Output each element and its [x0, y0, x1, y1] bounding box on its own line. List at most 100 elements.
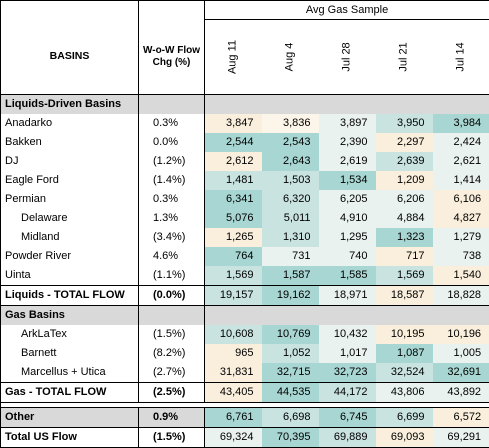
flow-value: 44,172: [319, 383, 376, 403]
flow-value: 44,535: [262, 383, 319, 403]
date-label: Jul 14: [451, 42, 470, 71]
wow-change: (8.2%): [139, 344, 205, 363]
basins-column-header: BASINS: [1, 20, 139, 95]
flow-value: 4,827: [433, 209, 489, 228]
basin-name: Marcellus + Utica: [1, 363, 139, 383]
flow-value: 43,405: [205, 383, 262, 403]
flow-value: 6,699: [376, 408, 433, 428]
flow-value: 6,206: [376, 190, 433, 209]
basin-name: DJ: [1, 152, 139, 171]
wow-change: 0.3%: [139, 190, 205, 209]
wow-change: 0.0%: [139, 133, 205, 152]
wow-change: (1.4%): [139, 171, 205, 190]
date-column-header: Jul 14: [433, 20, 489, 95]
avg-gas-sample-title: Avg Gas Sample: [205, 1, 489, 20]
flow-value: 10,195: [376, 325, 433, 344]
basin-name: Eagle Ford: [1, 171, 139, 190]
wow-change: 1.3%: [139, 209, 205, 228]
flow-value: 69,324: [205, 428, 262, 448]
flow-value: 2,639: [376, 152, 433, 171]
flow-value: 6,320: [262, 190, 319, 209]
flow-value: 764: [205, 247, 262, 266]
header-spacer: [139, 1, 205, 20]
flow-value: 18,587: [376, 286, 433, 306]
flow-value: 70,395: [262, 428, 319, 448]
header-spacer: [1, 1, 139, 20]
flow-value: 18,971: [319, 286, 376, 306]
flow-value: 10,196: [433, 325, 489, 344]
flow-value: 2,297: [376, 133, 433, 152]
wow-change: 0.9%: [139, 408, 205, 428]
flow-value: 2,543: [262, 133, 319, 152]
flow-value: 19,157: [205, 286, 262, 306]
basin-name: Powder River: [1, 247, 139, 266]
flow-value: 10,608: [205, 325, 262, 344]
flow-value: 1,587: [262, 266, 319, 286]
flow-value: 2,621: [433, 152, 489, 171]
section-title: Liquids-Driven Basins: [1, 95, 139, 115]
basin-name: Anadarko: [1, 114, 139, 133]
flow-value: 6,745: [319, 408, 376, 428]
flow-value: 10,769: [262, 325, 319, 344]
flow-value: 6,698: [262, 408, 319, 428]
wow-change-column-header: W-o-W Flow Chg (%): [139, 20, 205, 95]
section-header-row: Liquids-Driven Basins: [1, 95, 489, 115]
date-column-header: Jul 21: [376, 20, 433, 95]
flow-value: 2,424: [433, 133, 489, 152]
flow-value: 1,087: [376, 344, 433, 363]
section-fill: [205, 306, 489, 326]
flow-value: 1,323: [376, 228, 433, 247]
flow-value: 5,076: [205, 209, 262, 228]
basin-name: Other: [1, 408, 139, 428]
flow-value: 4,910: [319, 209, 376, 228]
flow-value: 32,723: [319, 363, 376, 383]
flow-value: 2,390: [319, 133, 376, 152]
flow-value: 2,643: [262, 152, 319, 171]
date-column-header: Aug 4: [262, 20, 319, 95]
date-column-header: Aug 11: [205, 20, 262, 95]
basin-name: Gas - TOTAL FLOW: [1, 383, 139, 403]
flow-value: 731: [262, 247, 319, 266]
flow-value: 1,209: [376, 171, 433, 190]
flow-value: 6,572: [433, 408, 489, 428]
wow-change: (0.0%): [139, 286, 205, 306]
flow-value: 1,265: [205, 228, 262, 247]
flow-value: 1,310: [262, 228, 319, 247]
flow-value: 2,619: [319, 152, 376, 171]
date-label: Jul 28: [338, 42, 357, 71]
basin-name: Permian: [1, 190, 139, 209]
date-label: Jul 21: [395, 42, 414, 71]
flow-value: 3,836: [262, 114, 319, 133]
wow-change: (1.5%): [139, 325, 205, 344]
flow-value: 1,534: [319, 171, 376, 190]
flow-value: 18,828: [433, 286, 489, 306]
date-label: Aug 11: [224, 40, 243, 74]
flow-value: 965: [205, 344, 262, 363]
wow-change: 4.6%: [139, 247, 205, 266]
flow-value: 3,984: [433, 114, 489, 133]
flow-value: 6,106: [433, 190, 489, 209]
section-fill: [205, 95, 489, 115]
flow-value: 4,884: [376, 209, 433, 228]
flow-value: 1,279: [433, 228, 489, 247]
wow-change: (3.4%): [139, 228, 205, 247]
wow-change: (2.5%): [139, 383, 205, 403]
flow-value: 6,205: [319, 190, 376, 209]
header-row-columns: BASINS W-o-W Flow Chg (%) Aug 11 Aug 4 J…: [1, 20, 489, 95]
header-row-top: Avg Gas Sample: [1, 1, 489, 20]
flow-value: 43,892: [433, 383, 489, 403]
basin-name: ArkLaTex: [1, 325, 139, 344]
basin-name: Liquids - TOTAL FLOW: [1, 286, 139, 306]
